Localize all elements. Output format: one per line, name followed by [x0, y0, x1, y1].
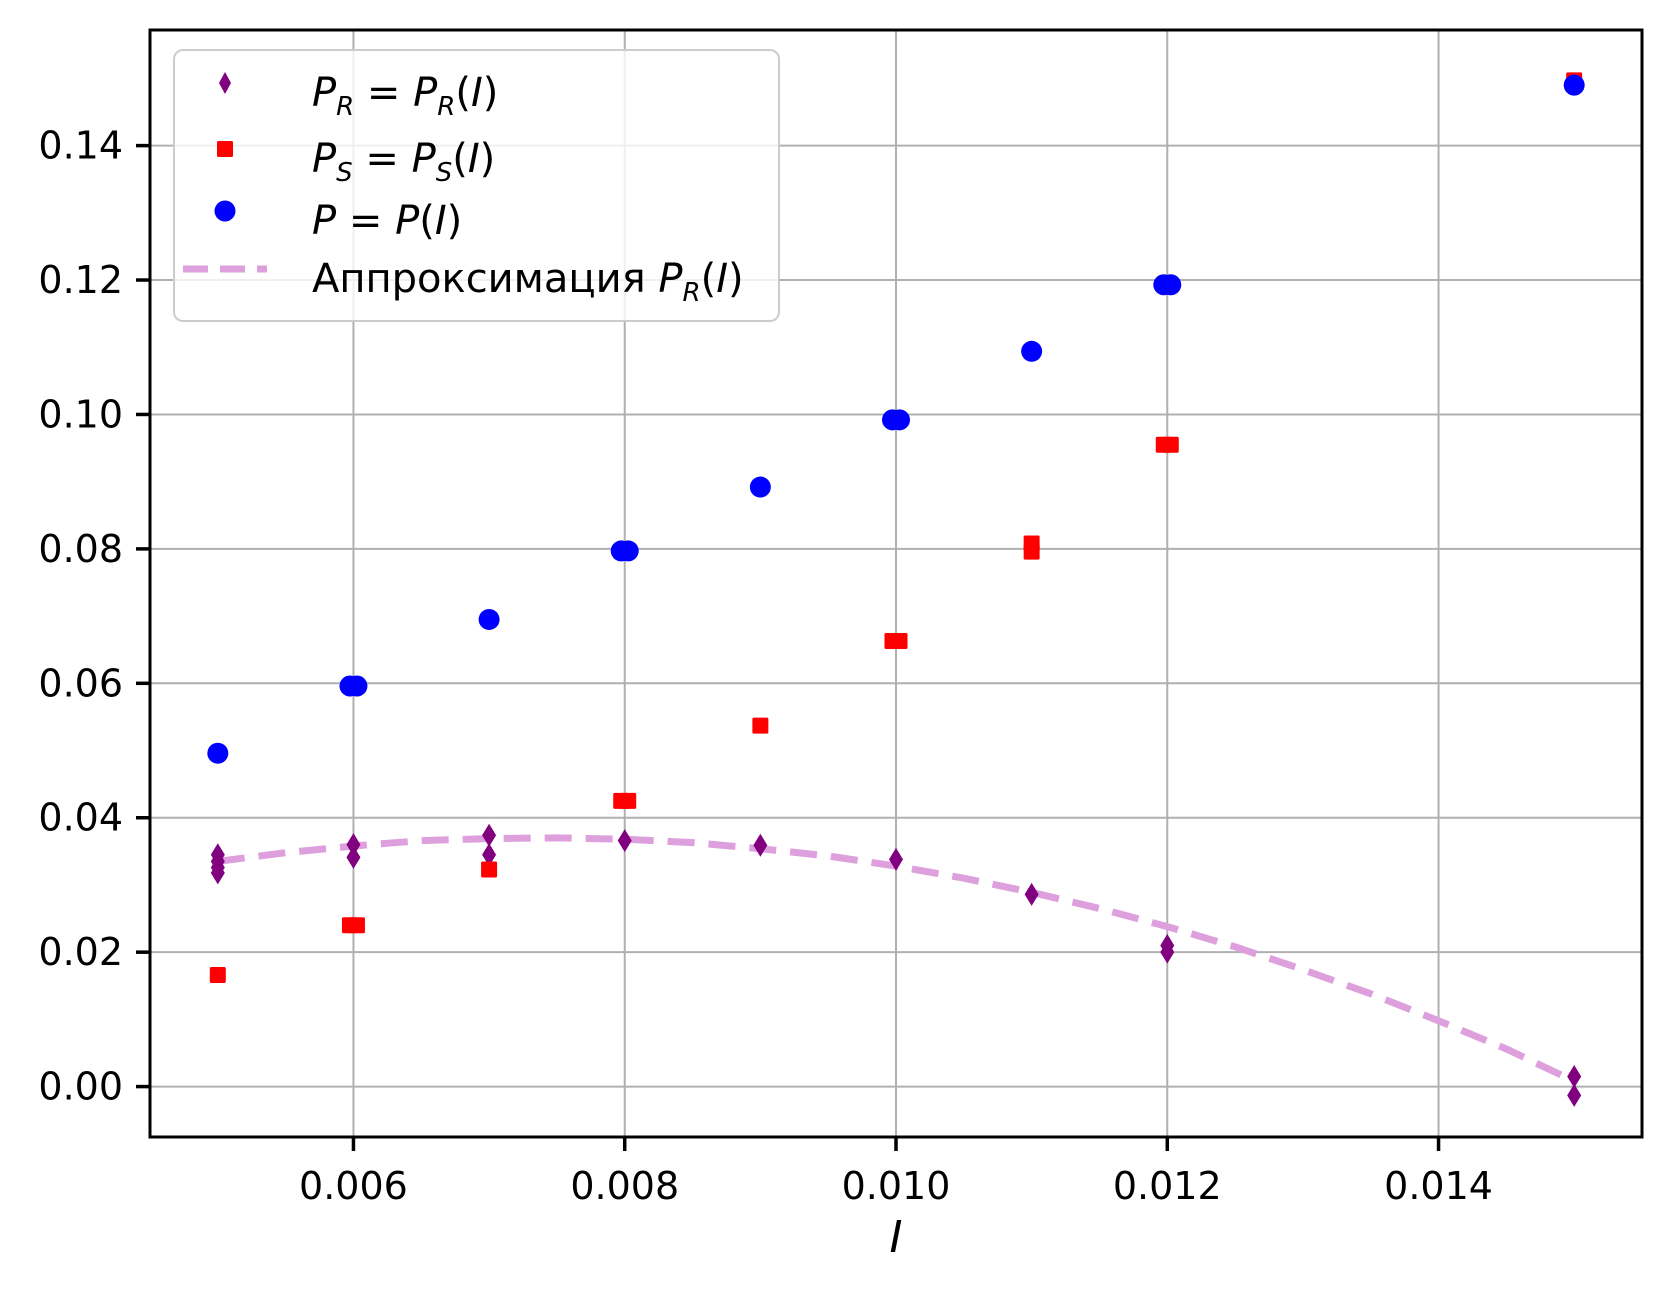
- y-tick-label: 0.10: [38, 392, 123, 436]
- y-tick-label: 0.02: [38, 930, 123, 974]
- y-tick-label: 0.08: [38, 527, 123, 571]
- legend-label-PR: PR = PR(I): [312, 70, 499, 122]
- data-point-PR: [346, 845, 361, 869]
- legend-entry-PR: PR = PR(I): [175, 61, 778, 125]
- data-point-P: [889, 409, 910, 431]
- data-point-PS: [1023, 543, 1040, 560]
- data-point-P: [1021, 340, 1043, 362]
- data-point-P: [207, 742, 229, 764]
- data-point-P: [1563, 74, 1585, 96]
- legend-entry-fit: Аппроксимация PR(I): [175, 247, 778, 311]
- legend-entry-P: P = P(I): [175, 189, 778, 253]
- legend-label-P: P = P(I): [312, 198, 463, 244]
- data-point-PS: [481, 861, 498, 878]
- data-point-PS: [1162, 436, 1179, 453]
- data-point-PR: [482, 843, 497, 867]
- legend-label-PS: PS = PS(I): [312, 136, 496, 188]
- y-tick-label: 0.06: [38, 661, 123, 705]
- data-point-PS: [209, 967, 226, 984]
- y-tick-label: 0.14: [38, 124, 123, 168]
- data-point-PR: [889, 847, 903, 871]
- data-point-PS: [891, 632, 908, 649]
- data-point-PR: [1567, 1083, 1582, 1107]
- x-tick-label: 0.012: [1113, 1164, 1222, 1208]
- legend: PR = PR(I) PS = PS(I) P = P(I) Аппроксимаци…: [173, 49, 780, 322]
- data-point-PR: [1024, 882, 1039, 906]
- data-point-PS: [620, 792, 637, 809]
- x-tick-label: 0.014: [1384, 1164, 1493, 1208]
- data-point-P: [478, 608, 500, 630]
- data-point-PR: [346, 833, 361, 857]
- data-point-PR: [1160, 940, 1175, 964]
- x-axis-label: I: [889, 1212, 903, 1263]
- data-point-PR: [210, 861, 225, 885]
- x-tick-label: 0.006: [299, 1164, 408, 1208]
- x-tick-label: 0.008: [570, 1164, 679, 1208]
- data-point-PR: [617, 829, 632, 853]
- data-point-P: [1160, 274, 1182, 296]
- data-point-PS: [752, 717, 769, 734]
- y-tick-label: 0.00: [38, 1065, 123, 1109]
- data-point-PR: [1567, 1065, 1582, 1089]
- y-tick-label: 0.12: [38, 258, 123, 302]
- y-tick-label: 0.04: [38, 796, 123, 840]
- data-point-PR: [753, 833, 768, 857]
- data-point-P: [346, 675, 368, 697]
- legend-label-fit: Аппроксимация PR(I): [312, 256, 744, 308]
- legend-entry-PS: PS = PS(I): [175, 127, 778, 191]
- data-point-PS: [348, 917, 365, 934]
- data-point-P: [749, 476, 771, 498]
- data-point-P: [617, 540, 639, 562]
- data-point-PR: [482, 823, 497, 847]
- x-tick-label: 0.010: [842, 1164, 951, 1208]
